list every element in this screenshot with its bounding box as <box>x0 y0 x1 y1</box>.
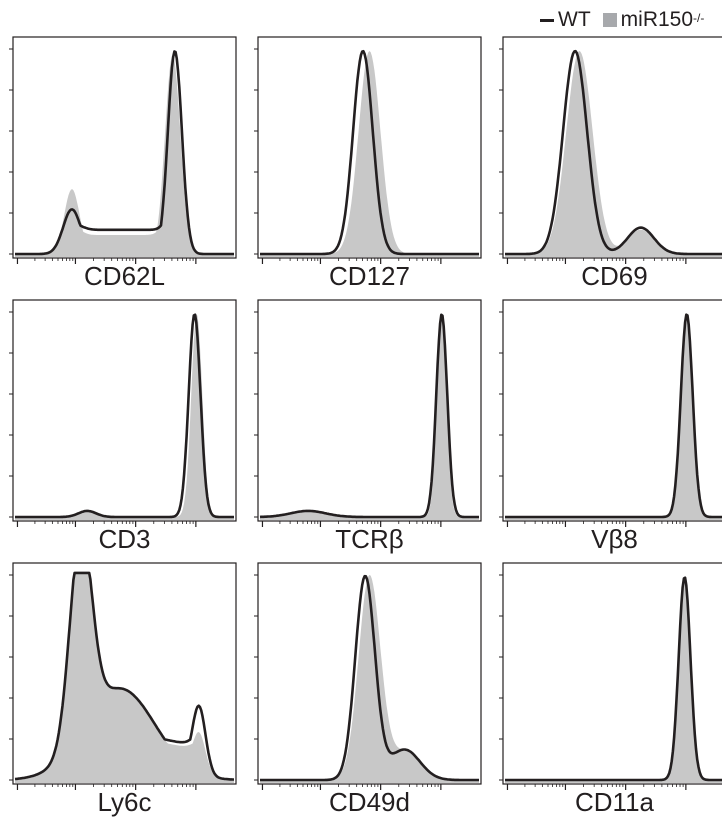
panel-frame <box>257 299 482 522</box>
histogram-panel <box>499 299 722 527</box>
panel-frame <box>12 562 237 785</box>
panel-frame <box>502 36 722 259</box>
histogram-panel <box>9 562 237 790</box>
wt-histogram-line <box>14 313 235 519</box>
histogram-panel <box>254 36 482 264</box>
marker-label: Ly6c <box>97 787 152 817</box>
panel-frame <box>502 562 722 785</box>
wt-histogram-line <box>504 576 722 782</box>
ko-histogram-area <box>505 577 722 783</box>
marker-label: CD62L <box>84 261 165 291</box>
marker-label: CD3 <box>98 524 151 554</box>
panel-frame <box>257 36 482 259</box>
ko-histogram-area <box>260 51 479 257</box>
histogram-panel <box>9 36 237 264</box>
wt-histogram-line <box>504 313 722 519</box>
wt-histogram-line <box>259 313 480 519</box>
ko-histogram-area <box>15 55 234 257</box>
panel-frame <box>502 299 722 522</box>
ko-legend-swatch-icon <box>602 13 617 27</box>
panel-frame <box>12 299 237 522</box>
ko-legend-label: miR150 <box>620 8 694 31</box>
histogram-panel <box>499 36 722 264</box>
wt-histogram-line <box>504 49 722 256</box>
wt-legend-label: WT <box>558 8 591 31</box>
wt-histogram-line <box>14 50 235 256</box>
histogram-panel <box>499 562 722 790</box>
wt-legend-line-icon <box>540 18 554 22</box>
marker-label: CD127 <box>329 261 410 291</box>
legend: WT miR150 -/- <box>540 4 704 36</box>
marker-label: TCRβ <box>335 524 404 554</box>
wt-histogram-line <box>259 49 480 256</box>
wt-histogram-line <box>259 574 480 782</box>
wt-histogram-line <box>14 571 235 781</box>
ko-histogram-area <box>505 51 722 257</box>
histogram-panel <box>9 299 237 527</box>
marker-label: CD69 <box>581 261 648 291</box>
ko-histogram-area <box>15 572 234 783</box>
marker-label: CD49d <box>329 787 410 817</box>
panel-frame <box>257 562 482 785</box>
ko-legend-superscript: -/- <box>693 11 705 25</box>
marker-label: CD11a <box>574 787 654 817</box>
histogram-panel <box>254 562 482 790</box>
panel-frame <box>12 36 237 259</box>
ko-histogram-area <box>260 574 479 783</box>
marker-label: Vβ8 <box>591 524 638 554</box>
histogram-panel <box>254 299 482 527</box>
